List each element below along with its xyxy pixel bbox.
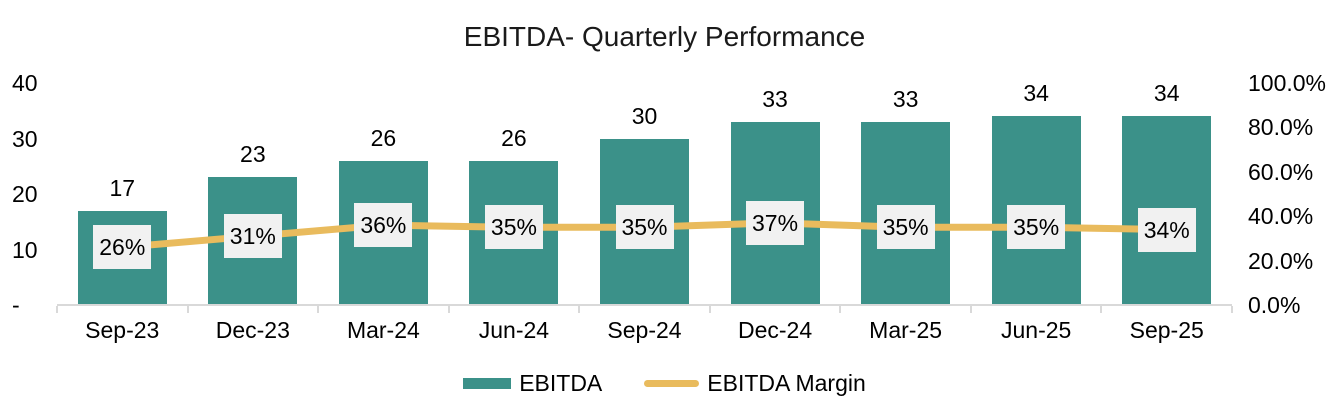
x-axis-tick (708, 306, 711, 313)
x-category-label: Mar-25 (869, 317, 943, 343)
right-axis-tick-label: 40.0% (1248, 203, 1314, 230)
x-category-label: Mar-24 (346, 317, 420, 343)
legend-item-line: EBITDA Margin (644, 369, 866, 397)
left-axis-tick-label: 40 (12, 70, 38, 96)
right-axis-tick-label: 60.0% (1248, 158, 1314, 185)
x-category-label: Dec-23 (215, 317, 290, 343)
margin-value-label: 34% (1137, 207, 1196, 252)
legend-bar-swatch-icon (463, 377, 512, 389)
x-category-label: Sep-23 (85, 317, 160, 343)
margin-value-label: 35% (1007, 205, 1066, 250)
x-axis-tick (969, 306, 972, 313)
x-axis-tick (1231, 306, 1233, 313)
x-category-label: Jun-25 (1000, 317, 1072, 343)
legend: EBITDA EBITDA Margin (0, 369, 1329, 397)
right-axis-tick-label: 100.0% (1248, 70, 1327, 96)
bar-value-label: 17 (109, 174, 136, 201)
bar-value-label: 26 (501, 124, 527, 151)
right-axis-tick-label: 0.0% (1248, 292, 1301, 318)
margin-value-label: 26% (93, 225, 152, 270)
x-category-label: Sep-25 (1129, 317, 1204, 343)
x-category-label: Sep-24 (607, 317, 682, 343)
legend-label: EBITDA Margin (707, 370, 866, 396)
x-category-label: Dec-24 (737, 317, 813, 343)
right-axis-tick-label: 80.0% (1248, 114, 1314, 141)
bar-value-label: 26 (370, 124, 397, 151)
margin-value-label: 37% (746, 200, 805, 245)
left-axis-tick-label: 20 (12, 181, 38, 207)
margin-value-label: 35% (615, 205, 674, 250)
right-axis-tick-label: 20.0% (1248, 247, 1314, 274)
margin-value-label: 35% (484, 205, 543, 250)
x-axis-line (57, 304, 1232, 306)
left-axis-tick-label: 10 (12, 236, 38, 263)
margin-value-label: 35% (876, 205, 935, 250)
bar-value-label: 34 (1023, 80, 1049, 107)
legend-line-swatch-icon (644, 379, 700, 387)
x-axis-tick (839, 306, 842, 313)
bar-value-label: 30 (631, 102, 658, 129)
bar-value-label: 33 (762, 85, 788, 112)
legend-item-bar: EBITDA (463, 369, 602, 397)
margin-value-label: 31% (223, 214, 282, 259)
x-axis-tick (317, 306, 320, 313)
legend-label: EBITDA (519, 370, 603, 396)
x-axis-tick (447, 306, 450, 313)
left-axis-tick-label: 30 (12, 125, 38, 152)
chart-title: EBITDA- Quarterly Performance (463, 21, 866, 52)
x-axis-tick (578, 306, 581, 313)
x-axis-tick (186, 306, 189, 313)
bar-value-label: 34 (1153, 80, 1180, 107)
bar-value-label: 33 (892, 85, 919, 112)
x-axis-tick (1100, 306, 1103, 313)
bar-value-label: 23 (240, 141, 266, 168)
x-category-label: Jun-24 (478, 317, 550, 343)
left-axis-tick-label: - (12, 292, 20, 318)
margin-value-label: 36% (354, 203, 413, 248)
x-axis-tick (56, 306, 58, 313)
